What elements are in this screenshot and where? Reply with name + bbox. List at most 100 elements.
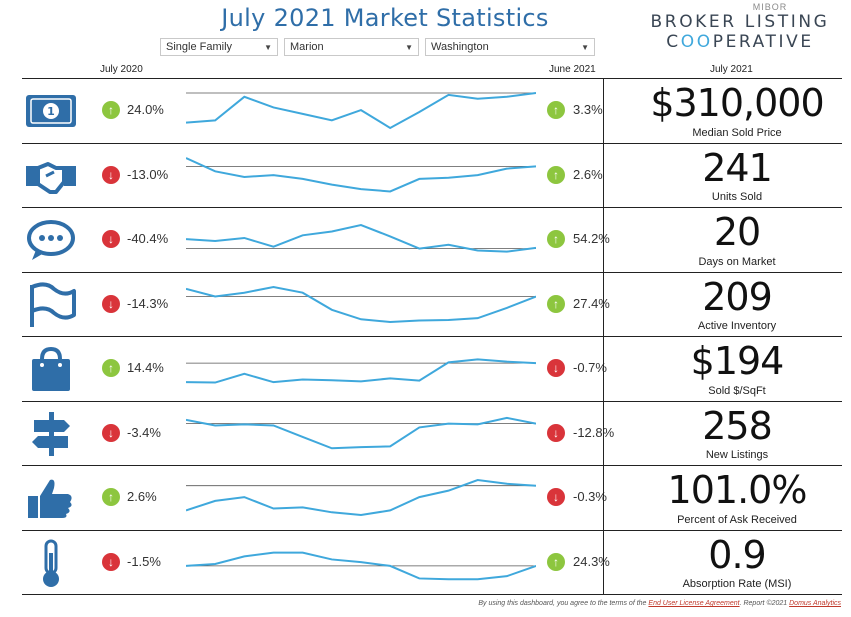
chevron-down-icon: ▼ bbox=[405, 42, 413, 52]
chevron-down-icon: ▼ bbox=[264, 42, 272, 52]
flag-icon bbox=[30, 281, 76, 327]
trend-line bbox=[186, 478, 536, 516]
metric-label: New Listings bbox=[705, 449, 769, 461]
yoy-change: -14.3% bbox=[127, 295, 169, 311]
logo-mibor: MIBOR bbox=[752, 2, 788, 12]
metric-value: 241 bbox=[702, 145, 773, 190]
mom-change: -12.8% bbox=[573, 424, 615, 440]
metric-value: 20 bbox=[713, 210, 761, 254]
trend-sparkline bbox=[186, 156, 536, 192]
arrow-up-icon: ↑ bbox=[102, 488, 120, 506]
yoy-change: -1.5% bbox=[127, 553, 161, 569]
metric-value: 258 bbox=[702, 403, 773, 448]
money-icon: 1 bbox=[26, 95, 76, 127]
metric-value: 101.0% bbox=[667, 468, 808, 512]
metric-label: Active Inventory bbox=[697, 320, 777, 332]
county-select[interactable]: Marion ▼ bbox=[284, 38, 419, 56]
trend-sparkline bbox=[186, 478, 536, 516]
arrow-down-icon: ↓ bbox=[102, 230, 120, 248]
header-prior-year: July 2020 bbox=[100, 64, 143, 75]
mom-change: 3.3% bbox=[573, 102, 603, 117]
yoy-change: -40.4% bbox=[127, 231, 169, 246]
trend-sparkline bbox=[186, 223, 536, 253]
arrow-up-icon: ↑ bbox=[547, 552, 565, 571]
arrow-up-icon: ↑ bbox=[102, 359, 120, 377]
county-value: Marion bbox=[290, 41, 324, 53]
stat-row: ↓ -13.0% ↑ 2.6% 241 Units Sold bbox=[22, 144, 842, 208]
arrow-up-icon: ↑ bbox=[102, 101, 120, 119]
metric-label: Sold $/SqFt bbox=[708, 384, 766, 397]
trend-line bbox=[186, 92, 536, 130]
township-select[interactable]: Washington ▼ bbox=[425, 38, 595, 56]
arrow-up-icon: ↑ bbox=[547, 294, 565, 313]
stat-row: 1 ↑ 24.0% ↑ 3.3% $310,000 Median Sold Price bbox=[22, 79, 842, 144]
column-divider bbox=[603, 78, 604, 594]
svg-text:1: 1 bbox=[47, 105, 55, 118]
arrow-down-icon: ↓ bbox=[547, 359, 565, 377]
arrow-down-icon: ↓ bbox=[102, 552, 120, 571]
trend-sparkline bbox=[186, 358, 536, 384]
vendor-link[interactable]: Domus Analytics bbox=[789, 600, 841, 607]
trend-line bbox=[186, 358, 536, 384]
yoy-change: 14.4% bbox=[127, 360, 164, 375]
metric-label: Median Sold Price bbox=[692, 126, 782, 139]
page-title: July 2021 Market Statistics bbox=[221, 4, 549, 32]
stat-row: ↑ 14.4% ↓ -0.7% $194 Sold $/SqFt bbox=[22, 337, 842, 402]
property-type-value: Single Family bbox=[166, 41, 233, 53]
yoy-change: -3.4% bbox=[127, 424, 161, 440]
metric-label: Units Sold bbox=[711, 191, 763, 203]
trend-line bbox=[186, 551, 536, 580]
property-type-select[interactable]: Single Family ▼ bbox=[160, 38, 278, 56]
metric-value: 209 bbox=[702, 274, 773, 319]
arrow-down-icon: ↓ bbox=[102, 165, 120, 184]
filter-bar: Single Family ▼ Marion ▼ Washington ▼ bbox=[160, 38, 595, 56]
arrow-down-icon: ↓ bbox=[547, 423, 565, 442]
mom-change: 24.3% bbox=[573, 553, 610, 569]
shopping-bag-icon bbox=[32, 346, 70, 391]
metric-value: $194 bbox=[690, 339, 785, 383]
trend-line bbox=[186, 156, 536, 192]
arrow-down-icon: ↓ bbox=[102, 423, 120, 442]
mom-change: 2.6% bbox=[573, 166, 603, 182]
trend-sparkline bbox=[186, 92, 536, 130]
arrow-up-icon: ↑ bbox=[547, 165, 565, 184]
stats-table: 1 ↑ 24.0% ↑ 3.3% $310,000 Median Sold Price ↓ -1… bbox=[22, 78, 842, 595]
stat-row: ↓ -1.5% ↑ 24.3% 0.9 Absorption Rate (MSI) bbox=[22, 531, 842, 595]
mom-change: -0.7% bbox=[573, 360, 607, 375]
chevron-down-icon: ▼ bbox=[581, 42, 589, 52]
logo-line2: COOPERATIVE bbox=[666, 32, 814, 52]
yoy-change: 24.0% bbox=[127, 102, 164, 117]
signpost-icon bbox=[32, 411, 70, 456]
metric-value: 0.9 bbox=[708, 532, 766, 577]
arrow-down-icon: ↓ bbox=[547, 488, 565, 506]
header-current: July 2021 bbox=[710, 64, 753, 75]
header-prior-month: June 2021 bbox=[549, 64, 596, 75]
stat-row: ↑ 2.6% ↓ -0.3% 101.0% Percent of Ask Received bbox=[22, 466, 842, 531]
logo-line1: BROKER LISTING bbox=[650, 12, 830, 32]
eula-link[interactable]: End User License Agreement bbox=[648, 600, 740, 607]
trend-line bbox=[186, 223, 536, 253]
mom-change: -0.3% bbox=[573, 489, 607, 504]
brand-logo: MIBOR BROKER LISTING COOPERATIVE bbox=[650, 2, 830, 52]
arrow-up-icon: ↑ bbox=[547, 230, 565, 248]
yoy-change: 2.6% bbox=[127, 489, 157, 504]
stat-row: ↓ -40.4% ↑ 54.2% 20 Days on Market bbox=[22, 208, 842, 273]
yoy-change: -13.0% bbox=[127, 166, 169, 182]
trend-sparkline bbox=[186, 416, 536, 449]
trend-sparkline bbox=[186, 551, 536, 580]
township-value: Washington bbox=[431, 41, 489, 53]
thermometer-icon bbox=[43, 539, 59, 587]
mom-change: 54.2% bbox=[573, 231, 610, 246]
metric-label: Percent of Ask Received bbox=[677, 513, 797, 526]
mom-change: 27.4% bbox=[573, 295, 610, 311]
trend-line bbox=[186, 285, 536, 323]
arrow-up-icon: ↑ bbox=[547, 101, 565, 119]
chat-icon bbox=[27, 220, 75, 260]
handshake-icon bbox=[26, 161, 76, 194]
metric-label: Absorption Rate (MSI) bbox=[682, 578, 792, 590]
metric-value: $310,000 bbox=[650, 81, 824, 125]
arrow-down-icon: ↓ bbox=[102, 294, 120, 313]
footer-note: By using this dashboard, you agree to th… bbox=[478, 600, 841, 607]
trend-sparkline bbox=[186, 285, 536, 323]
metric-label: Days on Market bbox=[698, 255, 776, 268]
